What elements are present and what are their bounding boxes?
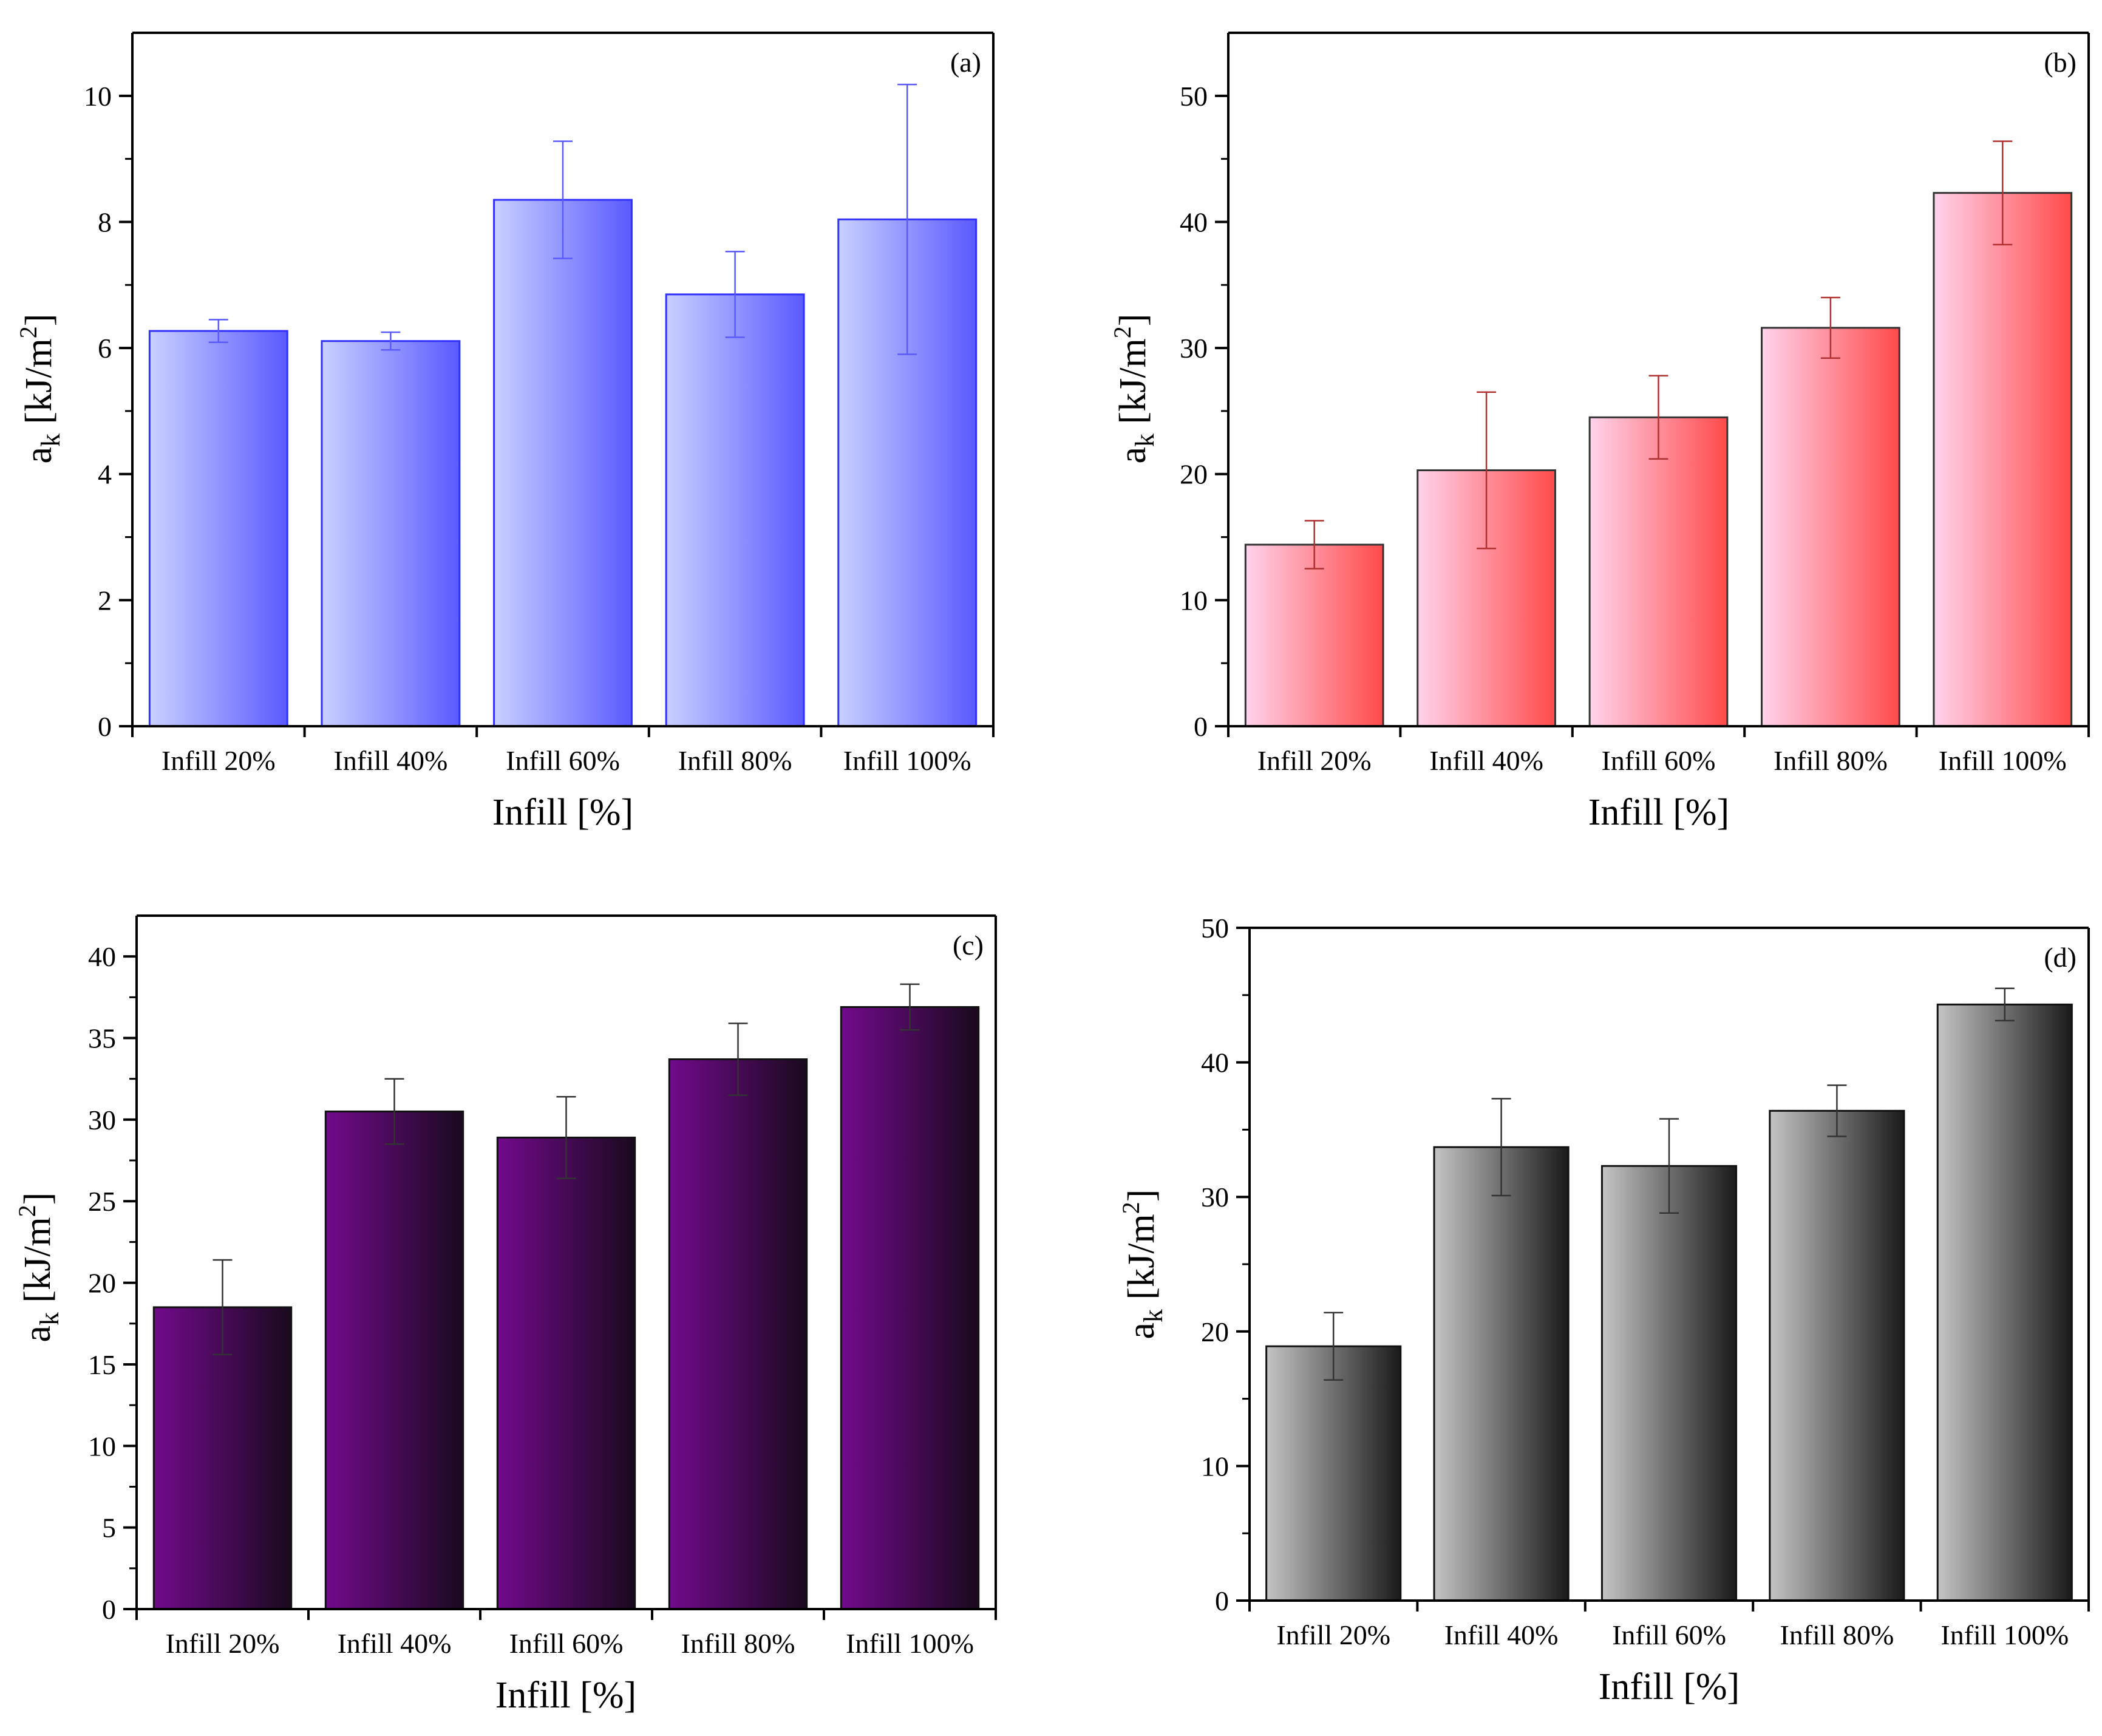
x-tick-label: Infill 100% <box>1939 745 2067 776</box>
y-tick-label: 25 <box>88 1186 116 1217</box>
panel-label: (a) <box>950 47 981 78</box>
x-tick-label: Infill 100% <box>846 1628 974 1659</box>
y-tick-label: 40 <box>1201 1047 1229 1078</box>
panel-label: (b) <box>2044 47 2076 78</box>
panel-a: 0 2 4 6 8 10 Infill 20% Infill 40% Infill 60% Inf… <box>15 32 995 833</box>
x-tick-label: Infill 40% <box>334 745 448 776</box>
bar <box>148 330 288 727</box>
y-tick-label: 0 <box>98 711 112 742</box>
y-tick-label: 35 <box>88 1023 116 1054</box>
x-axis-label: Infill [%] <box>1599 1666 1740 1707</box>
bar <box>1588 416 1729 727</box>
bar <box>324 1110 464 1610</box>
y-tick-label: 5 <box>102 1513 116 1544</box>
y-tick-label: 15 <box>88 1349 116 1380</box>
x-axis-label: Infill [%] <box>492 792 633 833</box>
bar <box>1265 1345 1402 1602</box>
x-tick-label: Infill 60% <box>1612 1619 1726 1650</box>
x-tick-label: Infill 20% <box>166 1628 280 1659</box>
bar <box>1936 1003 2073 1602</box>
x-tick-label: Infill 100% <box>1940 1619 2069 1650</box>
y-tick-label: 0 <box>102 1594 116 1625</box>
panel-d: 0 10 20 30 40 50 Infill 20% Infill 40% Infill 60… <box>1117 913 2090 1707</box>
y-tick-label: 50 <box>1180 81 1208 112</box>
y-tick-label: 20 <box>1180 459 1208 490</box>
y-tick-label: 40 <box>1180 206 1208 237</box>
x-axis-label: Infill [%] <box>495 1675 636 1716</box>
x-tick-label: Infill 20% <box>162 745 276 776</box>
y-axis-label: ak [kJ/m2] <box>15 314 66 464</box>
panel-b: 0 10 20 30 40 50 Infill 20% Infill 40% Infill 60… <box>1109 32 2090 833</box>
y-tick-label: 4 <box>98 459 112 490</box>
bar <box>1769 1109 1905 1602</box>
panel-label: (d) <box>2044 942 2076 973</box>
bar <box>493 199 633 727</box>
bar <box>665 293 805 727</box>
y-tick-label: 10 <box>88 1431 116 1462</box>
y-tick-label: 30 <box>1180 333 1208 364</box>
bar <box>152 1306 293 1610</box>
x-tick-label: Infill 80% <box>1774 745 1888 776</box>
y-tick-label: 8 <box>98 206 112 237</box>
x-axis-label: Infill [%] <box>1588 792 1729 833</box>
x-tick-label: Infill 60% <box>506 745 620 776</box>
y-tick-label: 40 <box>88 941 116 972</box>
y-tick-label: 0 <box>1215 1585 1229 1616</box>
y-tick-label: 0 <box>1194 711 1208 742</box>
bar <box>840 1006 980 1610</box>
x-tick-label: Infill 80% <box>678 745 792 776</box>
y-tick-label: 20 <box>88 1268 116 1299</box>
bar <box>1433 1146 1570 1602</box>
y-tick-label: 10 <box>84 81 112 112</box>
y-tick-label: 10 <box>1201 1451 1229 1482</box>
panel-c: 0 5 10 15 20 25 30 35 40 Infill 20% Infill 40% Infi… <box>13 914 997 1716</box>
x-tick-label: Infill 40% <box>338 1628 452 1659</box>
x-tick-label: Infill 40% <box>1429 745 1543 776</box>
y-tick-label: 20 <box>1201 1316 1229 1347</box>
bar <box>1761 327 1900 727</box>
x-tick-label: Infill 100% <box>843 745 971 776</box>
y-axis-label: ak [kJ/m2] <box>13 1193 64 1343</box>
bar <box>1244 543 1384 727</box>
x-tick-label: Infill 80% <box>1780 1619 1894 1650</box>
y-tick-label: 10 <box>1180 585 1208 616</box>
x-tick-label: Infill 40% <box>1444 1619 1559 1650</box>
y-tick-label: 50 <box>1201 913 1229 944</box>
panel-label: (c) <box>953 930 984 961</box>
y-tick-label: 2 <box>98 585 112 616</box>
bar <box>496 1136 636 1610</box>
x-tick-label: Infill 80% <box>681 1628 795 1659</box>
bar <box>1600 1165 1738 1602</box>
bar <box>321 340 461 727</box>
x-tick-label: Infill 60% <box>1602 745 1716 776</box>
y-axis-label: ak [kJ/m2] <box>1117 1190 1168 1339</box>
x-tick-label: Infill 20% <box>1276 1619 1390 1650</box>
y-tick-label: 30 <box>1201 1182 1229 1213</box>
y-tick-label: 6 <box>98 333 112 364</box>
y-tick-label: 30 <box>88 1105 116 1135</box>
bar <box>668 1058 808 1610</box>
bar <box>1933 192 2073 727</box>
x-tick-label: Infill 60% <box>509 1628 624 1659</box>
y-axis-label: ak [kJ/m2] <box>1109 314 1160 464</box>
x-tick-label: Infill 20% <box>1257 745 1372 776</box>
